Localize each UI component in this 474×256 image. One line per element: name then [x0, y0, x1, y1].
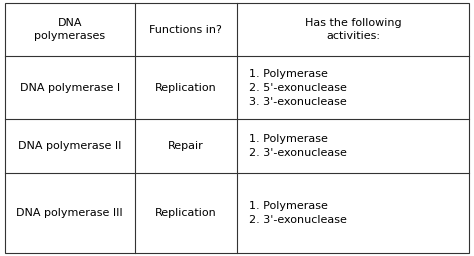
Text: DNA
polymerases: DNA polymerases	[34, 18, 105, 41]
Text: Has the following
activities:: Has the following activities:	[305, 18, 401, 41]
Text: 1. Polymerase
2. 3'-exonuclease: 1. Polymerase 2. 3'-exonuclease	[249, 134, 346, 158]
Text: 1. Polymerase
2. 5'-exonuclease
3. 3'-exonuclease: 1. Polymerase 2. 5'-exonuclease 3. 3'-ex…	[249, 69, 346, 107]
Text: DNA polymerase I: DNA polymerase I	[20, 83, 120, 93]
Text: DNA polymerase II: DNA polymerase II	[18, 141, 121, 151]
Text: Replication: Replication	[155, 208, 217, 218]
Text: 1. Polymerase
2. 3'-exonuclease: 1. Polymerase 2. 3'-exonuclease	[249, 201, 346, 225]
Text: Replication: Replication	[155, 83, 217, 93]
Text: DNA polymerase III: DNA polymerase III	[17, 208, 123, 218]
Text: Repair: Repair	[168, 141, 204, 151]
Text: Functions in?: Functions in?	[149, 25, 222, 35]
